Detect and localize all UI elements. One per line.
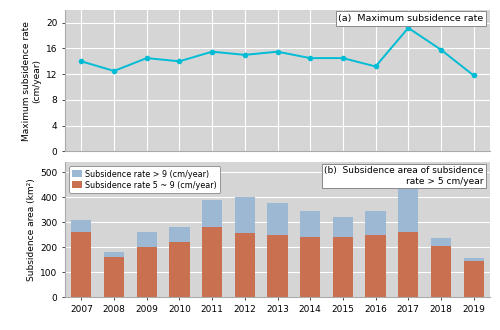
Bar <box>234 233 255 297</box>
Bar <box>234 197 255 233</box>
Bar <box>170 242 190 297</box>
Bar <box>202 200 222 227</box>
Bar <box>333 237 353 297</box>
Bar <box>333 217 353 237</box>
Text: (b)  Subsidence area of subsidence
rate > 5 cm/year: (b) Subsidence area of subsidence rate >… <box>324 166 484 186</box>
Bar <box>136 232 157 247</box>
Bar <box>464 261 484 297</box>
Bar <box>431 246 451 297</box>
Bar <box>71 220 92 232</box>
Bar <box>202 227 222 297</box>
Legend: Subsidence rate > 9 (cm/year), Subsidence rate 5 ~ 9 (cm/year): Subsidence rate > 9 (cm/year), Subsidenc… <box>69 166 220 193</box>
Bar <box>136 247 157 297</box>
Bar <box>268 235 287 297</box>
Bar <box>300 237 320 297</box>
Bar <box>464 258 484 261</box>
Bar <box>431 238 451 246</box>
Y-axis label: Subsidence area (km²): Subsidence area (km²) <box>27 178 36 281</box>
Bar <box>366 211 386 235</box>
Bar <box>170 227 190 242</box>
Bar <box>71 232 92 297</box>
Bar <box>300 211 320 237</box>
Y-axis label: Maximum subsidence rate
(cm/year): Maximum subsidence rate (cm/year) <box>22 21 42 141</box>
Bar <box>366 235 386 297</box>
Bar <box>104 252 124 257</box>
Text: (a)  Maximum subsidence rate: (a) Maximum subsidence rate <box>338 14 484 23</box>
Bar <box>104 257 124 297</box>
Bar <box>268 204 287 235</box>
Bar <box>398 188 418 232</box>
Bar <box>398 232 418 297</box>
